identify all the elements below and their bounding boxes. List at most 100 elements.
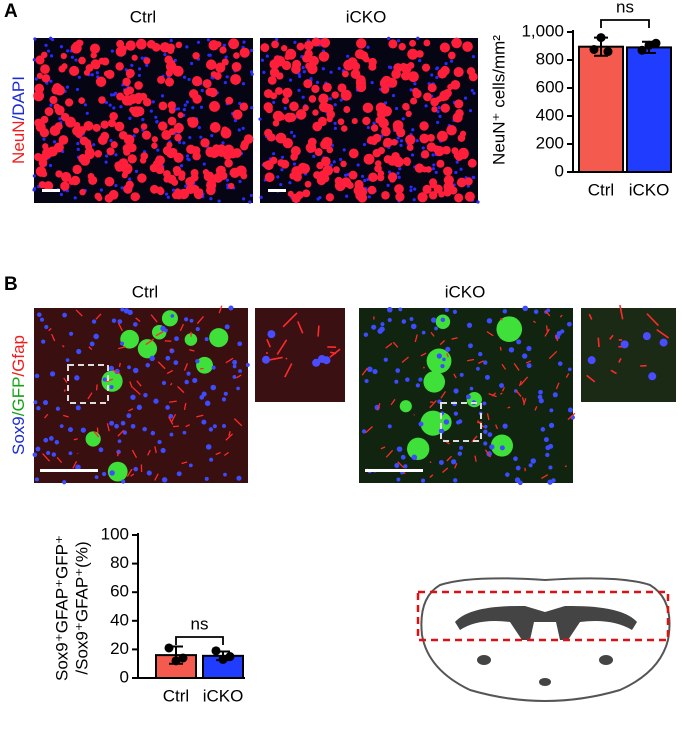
gfap-process — [518, 380, 522, 387]
nucleus-neun — [359, 51, 369, 61]
nucleus-neun — [232, 148, 242, 158]
nucleus-neun — [130, 192, 140, 202]
nucleus-neun — [267, 75, 277, 85]
sox9-nucleus — [62, 312, 67, 318]
nucleus-dapi — [140, 56, 144, 60]
sox9-nucleus — [74, 375, 80, 381]
nucleus-neun — [126, 72, 133, 79]
sox9-nucleus — [466, 322, 473, 328]
nucleus-dapi — [360, 174, 365, 178]
nucleus-neun — [110, 141, 118, 149]
nucleus-neun — [272, 119, 280, 127]
nucleus-neun — [304, 180, 312, 188]
nucleus-dapi — [387, 36, 391, 40]
nucleus-neun — [167, 116, 177, 126]
gfap-process — [507, 406, 511, 409]
data-point — [603, 47, 613, 57]
nucleus-neun — [139, 157, 147, 164]
data-point — [589, 45, 599, 54]
sox9-nucleus — [165, 405, 170, 410]
sox9-nucleus — [526, 363, 532, 369]
nucleus-dapi — [32, 174, 36, 178]
gfap-process — [554, 334, 559, 342]
nucleus-dapi — [438, 114, 442, 118]
nucleus-neun — [159, 42, 171, 53]
data-point — [164, 643, 174, 653]
nucleus-dapi — [176, 107, 181, 111]
nucleus-neun — [451, 147, 459, 155]
sox9-nucleus — [483, 424, 488, 429]
sox9-nucleus — [94, 475, 99, 480]
gfap-process — [559, 314, 563, 318]
nucleus-dapi — [476, 200, 480, 204]
y-tick-label: 20 — [110, 639, 129, 658]
nucleus-neun — [177, 112, 184, 119]
sox9-nucleus — [482, 401, 487, 406]
gfap-process — [420, 352, 427, 357]
gfap-process — [429, 400, 437, 409]
scale-bar — [268, 189, 286, 192]
sox9-nucleus — [65, 358, 70, 362]
nucleus-neun — [404, 159, 411, 167]
nucleus-neun — [60, 52, 67, 60]
nucleus-dapi — [339, 157, 343, 162]
sox9-nucleus — [398, 307, 403, 312]
sox9-nucleus — [42, 399, 49, 406]
sox9-nucleus — [443, 419, 450, 425]
nucleus-neun — [172, 65, 184, 77]
nucleus-neun — [417, 192, 428, 203]
sox9-nucleus — [418, 377, 423, 382]
nucleus-neun — [92, 123, 101, 132]
nucleus-dapi — [397, 175, 401, 179]
nucleus-neun — [348, 170, 358, 180]
gfap-process — [135, 317, 141, 322]
nucleus-dapi — [185, 154, 190, 158]
gfap-process — [145, 338, 155, 346]
nucleus-neun — [393, 123, 402, 133]
nucleus-neun — [281, 60, 292, 71]
nucleus-neun — [41, 74, 51, 83]
nucleus-dapi — [315, 80, 320, 84]
nucleus-dapi — [149, 109, 153, 113]
nucleus-dapi — [221, 141, 225, 145]
nucleus-neun — [168, 107, 176, 114]
nucleus-dapi — [70, 55, 74, 59]
nucleus-neun — [221, 126, 229, 134]
nucleus-dapi — [145, 63, 149, 67]
nucleus-neun — [372, 133, 382, 143]
sox9-nucleus — [48, 436, 54, 441]
nucleus-dapi — [182, 108, 186, 112]
ventricle — [477, 655, 491, 665]
gfap-process — [533, 320, 536, 324]
nucleus-neun — [443, 166, 453, 176]
sox9-nucleus — [400, 454, 406, 460]
nucleus-dapi — [389, 65, 393, 70]
sox9-nucleus — [620, 340, 629, 349]
gfap-process — [51, 333, 56, 342]
sox9-nucleus — [54, 440, 60, 445]
sox9-nucleus — [145, 363, 150, 368]
sox9-nucleus — [157, 439, 162, 445]
nucleus-neun — [436, 130, 448, 142]
sox9-nucleus — [545, 445, 551, 451]
gfap-process — [225, 357, 234, 364]
gfap-process — [63, 389, 66, 392]
y-axis-label: Sox9⁺GFAP⁺GFP⁺ — [52, 535, 71, 681]
nucleus-dapi — [418, 59, 422, 63]
sox9-nucleus — [238, 369, 242, 373]
gfap-process — [105, 378, 114, 383]
nucleus-dapi — [413, 187, 417, 191]
nucleus-dapi — [225, 75, 229, 79]
nucleus-dapi — [75, 87, 80, 92]
sox9-nucleus — [659, 338, 668, 347]
nucleus-neun — [456, 177, 467, 188]
sox9-nucleus — [489, 444, 495, 450]
gfap-process — [155, 330, 164, 337]
nucleus-neun — [229, 167, 241, 178]
nucleus-neun — [454, 99, 464, 109]
nucleus-neun — [142, 98, 152, 107]
nucleus-neun — [284, 112, 295, 123]
sox9-nucleus — [35, 446, 41, 452]
sox9-nucleus — [499, 383, 504, 388]
gfap-process — [430, 331, 435, 337]
